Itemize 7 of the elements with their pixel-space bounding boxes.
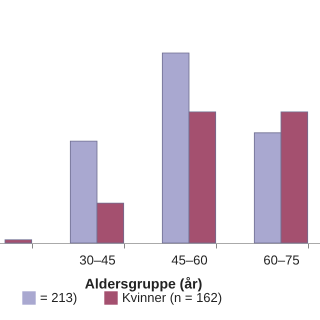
x-tick-label: 45–60 — [171, 252, 208, 268]
x-tick-label: 30–45 — [79, 252, 116, 268]
legend-label: = 213) — [40, 290, 78, 305]
bar — [4, 239, 32, 244]
legend-label: Kvinner (n = 162) — [122, 290, 222, 305]
x-axis-title: Aldersgruppe (år) — [84, 276, 202, 292]
x-tick-label: 60–75 — [263, 252, 300, 268]
